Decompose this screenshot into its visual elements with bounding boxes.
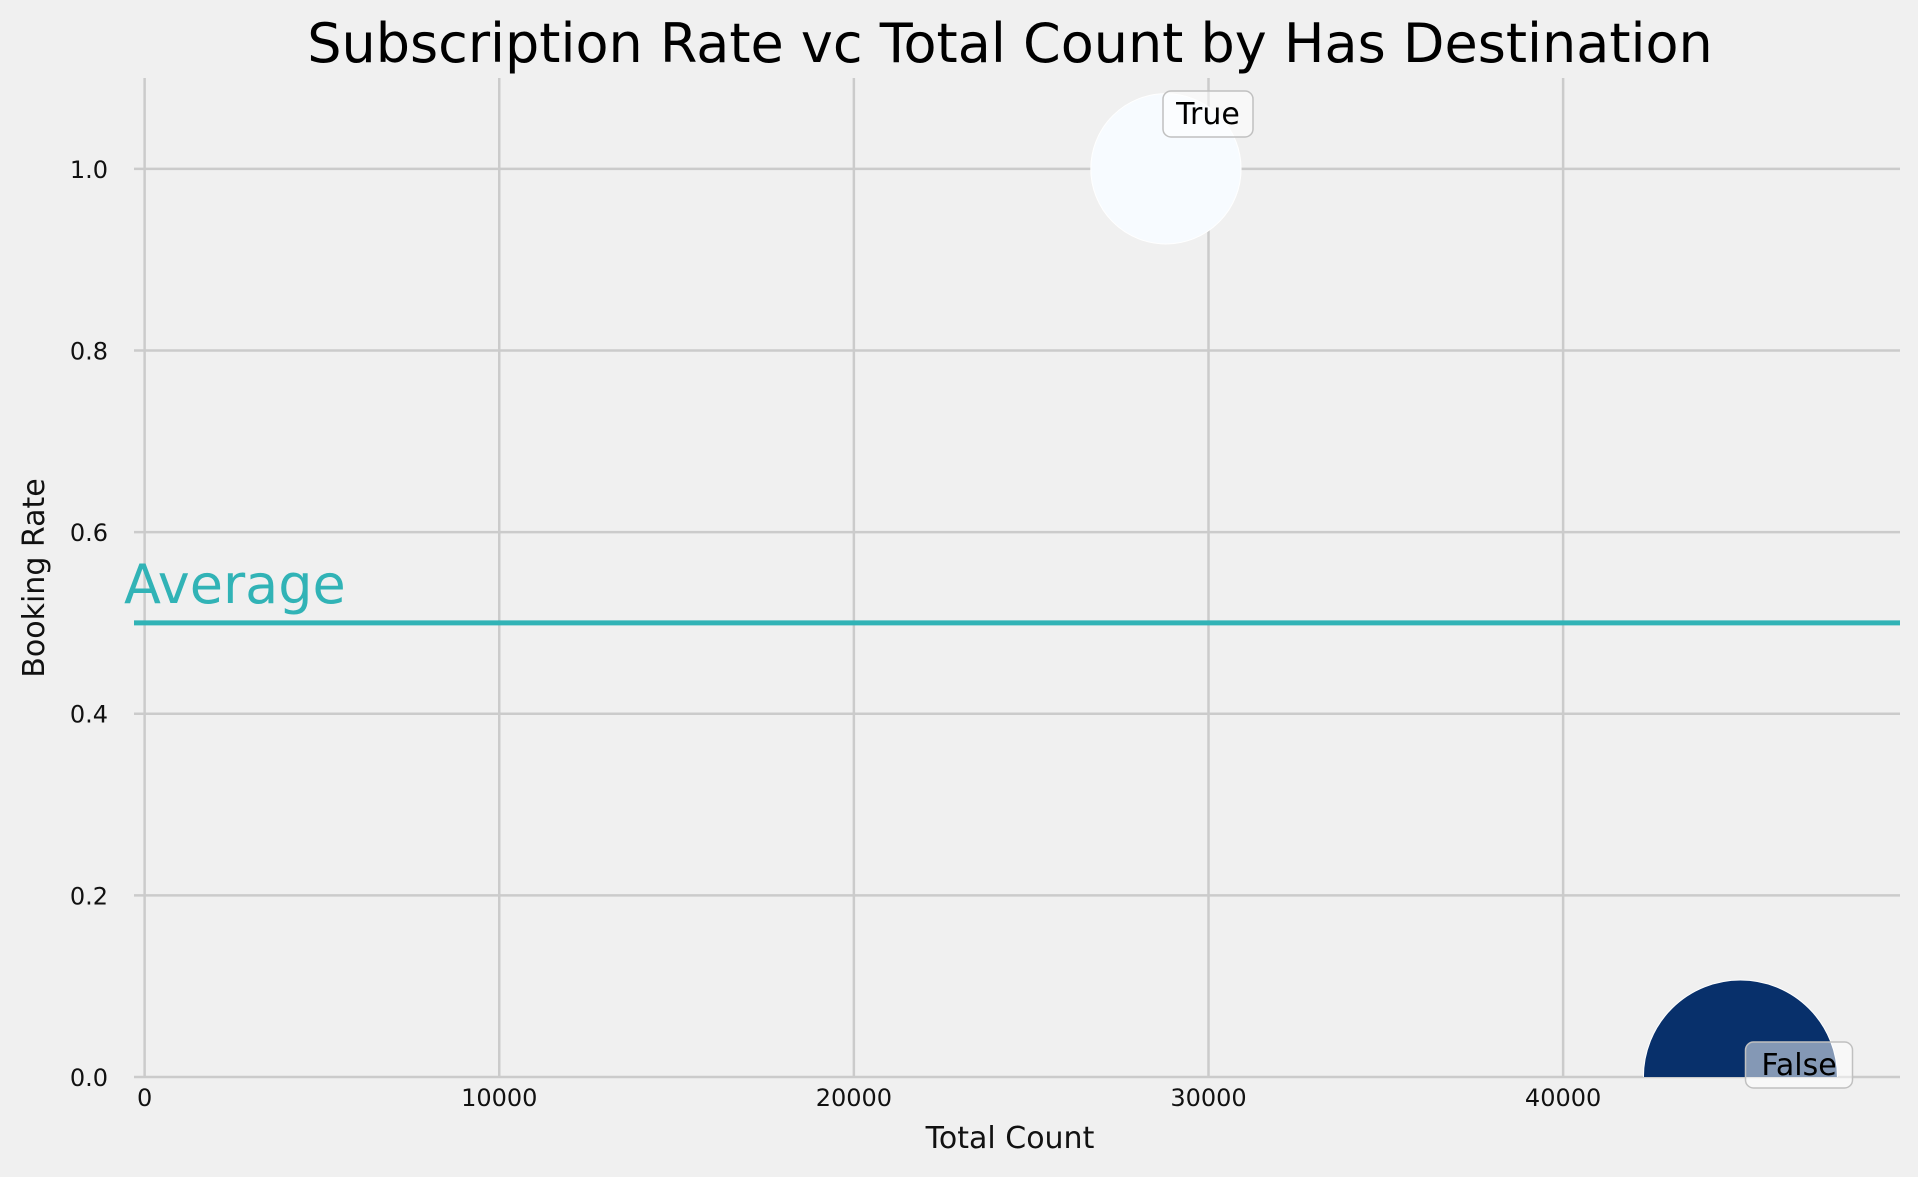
point-label-text: True bbox=[1175, 97, 1240, 132]
grid bbox=[134, 78, 1900, 1079]
y-axis-label: Booking Rate bbox=[17, 478, 52, 677]
chart-title: Subscription Rate vc Total Count by Has … bbox=[307, 12, 1713, 75]
y-tick-label: 0.6 bbox=[70, 519, 108, 547]
point-label-true: True bbox=[1162, 90, 1254, 138]
y-tick-label: 1.0 bbox=[70, 156, 108, 184]
average-line-group: Average bbox=[124, 553, 1900, 626]
y-tick-label: 0.4 bbox=[70, 701, 108, 729]
x-tick-label: 30000 bbox=[1170, 1084, 1246, 1112]
point-labels: True False bbox=[1162, 90, 1854, 1089]
y-tick-label: 0.2 bbox=[70, 882, 108, 910]
y-tick-label: 0.0 bbox=[70, 1064, 108, 1092]
average-label: Average bbox=[124, 553, 346, 616]
x-tick-label: 40000 bbox=[1525, 1084, 1601, 1112]
point-label-false: False bbox=[1744, 1041, 1854, 1089]
x-tick-label: 0 bbox=[137, 1084, 152, 1112]
point-label-box bbox=[1744, 1041, 1854, 1089]
tick-labels: 0 10000 20000 30000 40000 0.0 0.2 0.4 0.6 0.8 1.0 bbox=[70, 156, 1601, 1112]
point-label-box bbox=[1162, 90, 1254, 138]
points bbox=[1090, 93, 1838, 1077]
y-tick-label: 0.8 bbox=[70, 337, 108, 365]
point-label-text: False bbox=[1761, 1048, 1836, 1083]
x-tick-label: 10000 bbox=[461, 1084, 537, 1112]
x-tick-label: 20000 bbox=[816, 1084, 892, 1112]
x-axis-label: Total Count bbox=[925, 1121, 1095, 1156]
